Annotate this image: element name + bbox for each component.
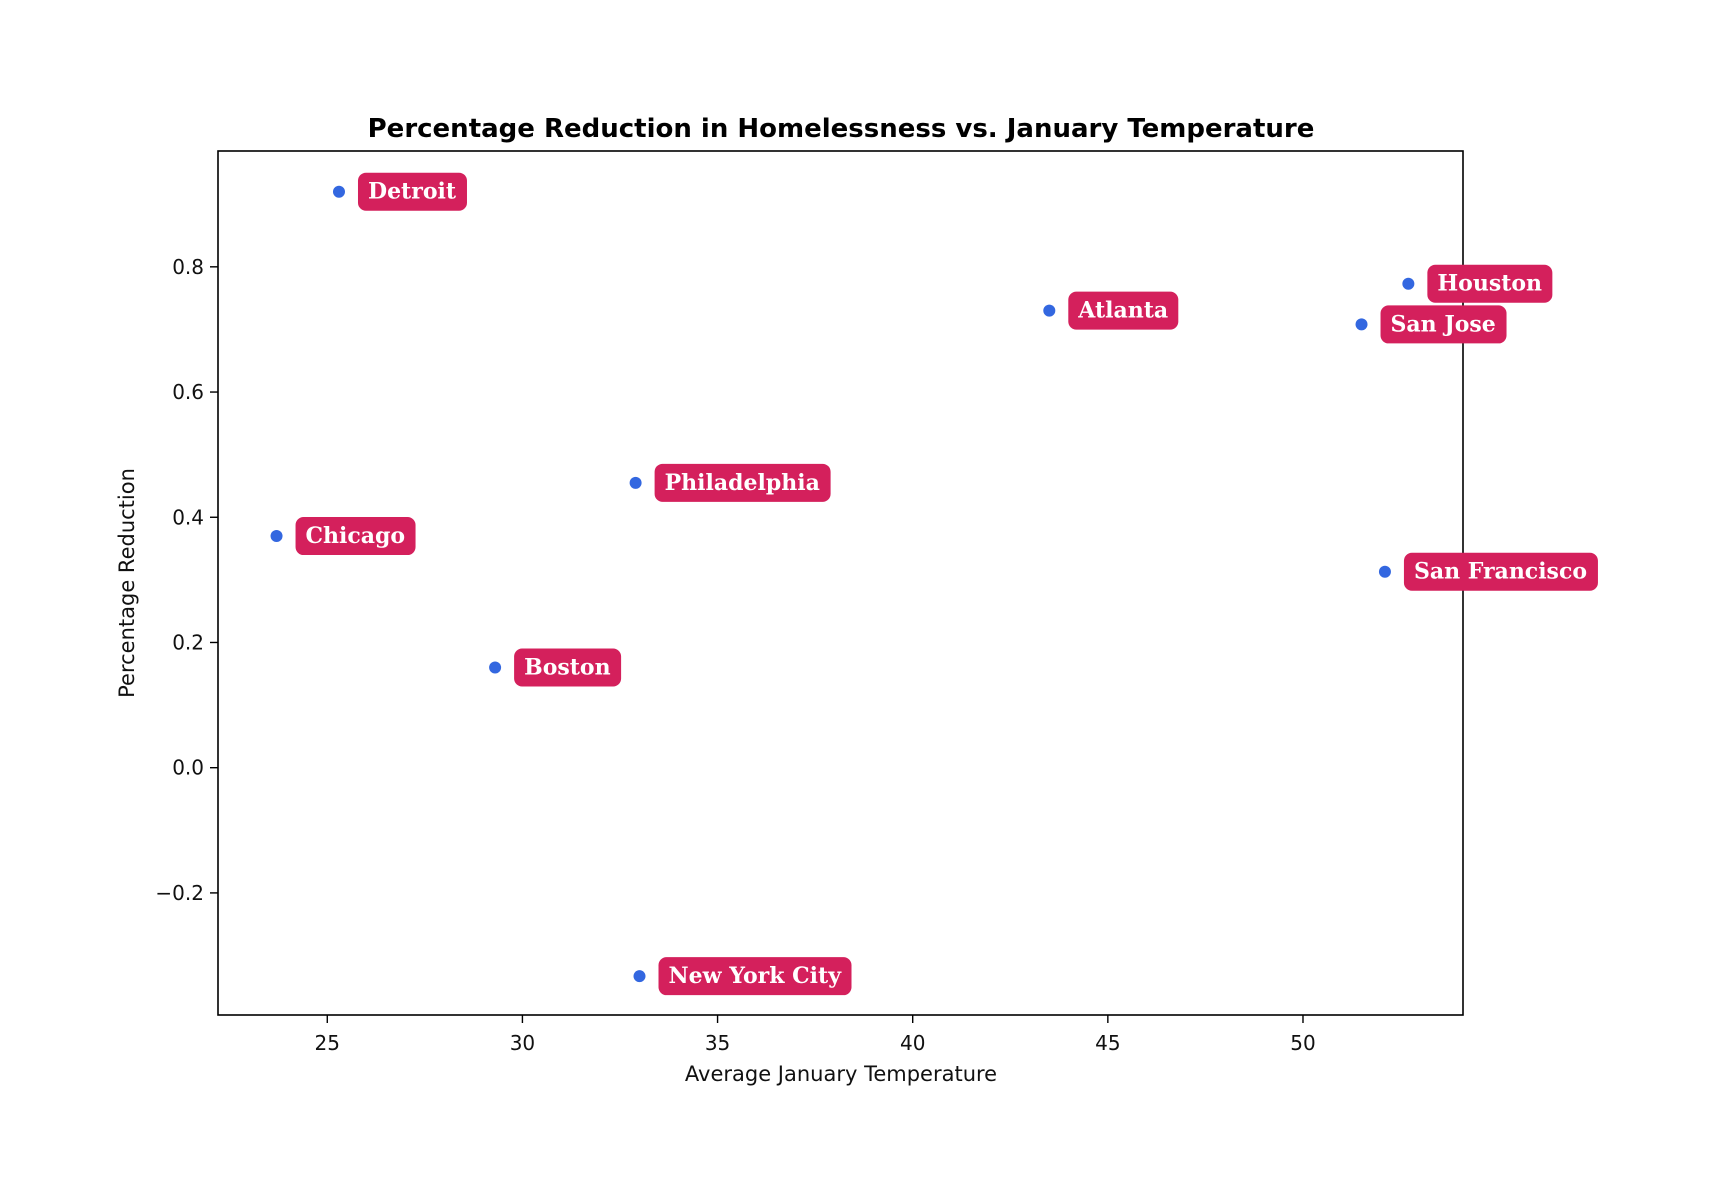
point-label-box [1427, 264, 1553, 303]
data-point [332, 185, 345, 198]
data-point-group: Philadelphia [629, 463, 831, 502]
x-tick-label: 45 [1095, 1031, 1120, 1055]
point-label: Philadelphia [665, 470, 820, 496]
data-point-group: Atlanta [1043, 291, 1179, 330]
x-tick-label: 35 [705, 1031, 730, 1055]
y-axis: −0.2 0.0 0.2 0.4 0.6 0.8 [155, 255, 218, 905]
point-label-box [357, 172, 467, 211]
point-label: San Jose [1391, 311, 1496, 337]
point-label: New York City [669, 963, 843, 989]
data-point [1355, 318, 1368, 331]
point-label-box [1380, 305, 1507, 344]
data-point-group: Chicago [270, 517, 416, 556]
y-tick-label: 0.2 [172, 630, 204, 654]
y-tick-label: 0.4 [172, 505, 204, 529]
x-axis: 25 30 35 40 45 50 [315, 1015, 1316, 1055]
data-point [633, 970, 646, 983]
point-label-box [514, 648, 622, 687]
data-point-group: Detroit [332, 172, 467, 211]
x-tick-label: 40 [900, 1031, 925, 1055]
point-label: Chicago [306, 523, 406, 549]
x-axis-label: Average January Temperature [685, 1062, 997, 1086]
point-label-box [1068, 291, 1179, 330]
y-tick-label: 0.0 [172, 756, 204, 780]
data-point [1378, 565, 1391, 578]
x-tick-label: 30 [510, 1031, 535, 1055]
y-axis-label: Percentage Reduction [115, 468, 139, 698]
data-point [270, 530, 283, 543]
data-point-group: San Francisco [1378, 552, 1598, 591]
point-label-box [1403, 552, 1598, 591]
data-points: Detroit Chicago Boston Philadelphia New York… [270, 172, 1598, 996]
x-tick-label: 25 [315, 1031, 340, 1055]
data-point [489, 661, 502, 674]
x-tick-label: 50 [1290, 1031, 1315, 1055]
point-label: Boston [524, 655, 611, 681]
data-point-group: New York City [633, 957, 852, 996]
data-point-group: San Jose [1355, 305, 1507, 344]
point-label: San Francisco [1414, 559, 1587, 585]
data-point [629, 476, 642, 489]
y-tick-label: 0.6 [172, 380, 204, 404]
point-label-box [295, 517, 416, 556]
y-tick-label: −0.2 [155, 881, 204, 905]
y-tick-label: 0.8 [172, 255, 204, 279]
data-point [1043, 304, 1056, 317]
chart-title: Percentage Reduction in Homelessness vs.… [368, 114, 1315, 144]
data-point [1402, 277, 1415, 290]
point-label-box [654, 463, 831, 502]
data-point-group: Houston [1402, 264, 1553, 303]
point-label: Houston [1437, 271, 1542, 297]
point-label-box [658, 957, 852, 996]
point-label: Detroit [368, 179, 457, 205]
point-label: Atlanta [1077, 298, 1168, 324]
data-point-group: Boston [489, 648, 622, 687]
plot-area [217, 150, 1464, 1016]
